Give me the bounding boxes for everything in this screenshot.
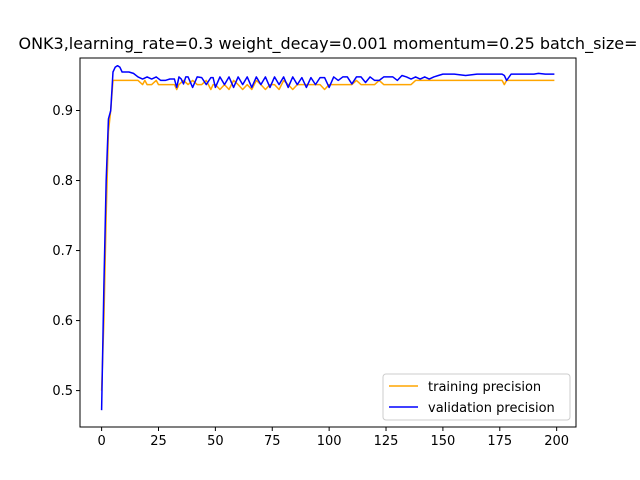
y-tick-label: 0.8 bbox=[52, 174, 73, 189]
y-tick-label: 0.6 bbox=[52, 314, 73, 329]
chart-title: ONK3,learning_rate=0.3 weight_decay=0.00… bbox=[18, 34, 637, 54]
x-tick-label: 200 bbox=[544, 434, 569, 449]
x-tick-label: 125 bbox=[374, 434, 399, 449]
y-tick-label: 0.5 bbox=[52, 384, 73, 399]
legend-label-validation: validation precision bbox=[428, 401, 555, 416]
x-tick-label: 150 bbox=[430, 434, 455, 449]
y-tick-label: 0.7 bbox=[52, 244, 73, 259]
series-layer bbox=[100, 64, 555, 411]
axes-frame bbox=[79, 57, 577, 428]
y-tick-label: 0.9 bbox=[52, 104, 73, 119]
legend-box bbox=[382, 373, 571, 421]
x-tick-label: 0 bbox=[97, 434, 105, 449]
series-line-0 bbox=[100, 79, 555, 391]
x-tick-label: 175 bbox=[487, 434, 512, 449]
x-tick-label: 50 bbox=[207, 434, 224, 449]
x-tick-label: 75 bbox=[264, 434, 281, 449]
series-line-1 bbox=[100, 64, 555, 411]
legend: training precision validation precision bbox=[382, 373, 571, 421]
x-tick-label: 100 bbox=[317, 434, 342, 449]
x-tick-label: 25 bbox=[150, 434, 167, 449]
legend-label-training: training precision bbox=[428, 380, 541, 395]
x-axis: 0 25 50 75 100 125 150 175 200 bbox=[97, 427, 569, 449]
y-axis: 0.5 0.6 0.7 0.8 0.9 bbox=[52, 104, 80, 399]
